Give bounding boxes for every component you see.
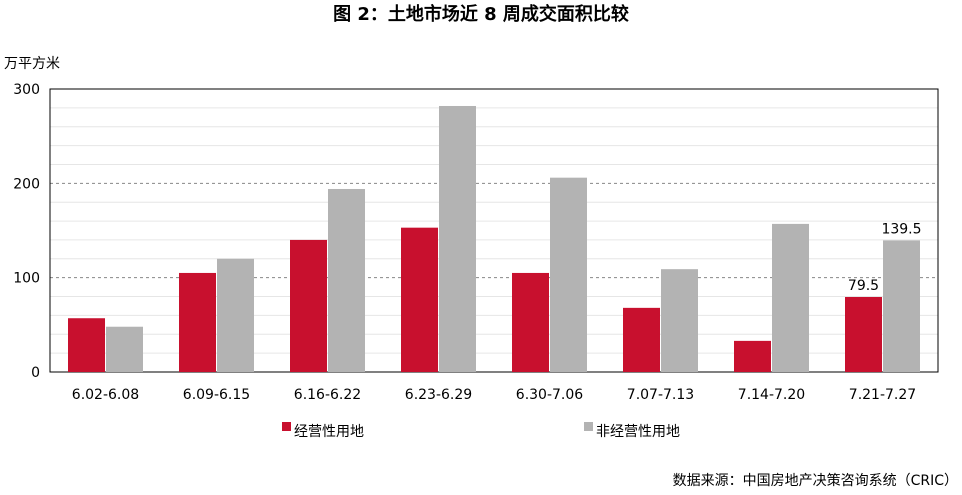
legend: 经营性用地 非经营性用地 [282,422,680,440]
y-tick-label: 300 [13,82,40,98]
bar-commercial [734,340,771,372]
x-tick-label: 6.16-6.22 [294,387,361,403]
bar-commercial [179,272,216,372]
bar-commercial [845,297,882,372]
y-tick-label: 100 [13,271,40,287]
plot-border [49,88,939,373]
x-tick-label: 7.21-7.27 [849,387,916,403]
x-tick-label: 6.30-7.06 [516,387,583,403]
x-tick-label: 6.09-6.15 [183,387,250,403]
x-tick-label: 6.02-6.08 [72,387,139,403]
legend-swatch [584,422,593,431]
chart-title: 图 2：土地市场近 8 周成交面积比较 [333,3,629,25]
x-tick-label: 7.07-7.13 [627,387,694,403]
bar-non-commercial [661,269,698,372]
bar-non-commercial [772,223,809,372]
source-note: 数据来源：中国房地产决策咨询系统（CRIC） [673,472,958,489]
x-tick-label: 7.14-7.20 [738,387,805,403]
plot-area: 0 100 200 300 6.02-6.08 6.09-6.15 6.16-6.22 6.2… [13,82,939,403]
legend-label: 经营性用地 [294,424,364,440]
x-tick-label: 6.23-6.29 [405,387,472,403]
data-label: 139.5 [881,221,921,237]
legend-label: 非经营性用地 [596,424,680,440]
bar-non-commercial [439,105,476,372]
y-axis-unit-label: 万平方米 [4,56,60,72]
y-tick-label: 0 [31,365,40,381]
bar-non-commercial [328,188,365,372]
bar-non-commercial [106,326,143,372]
bar-commercial [401,227,438,372]
data-label: 79.5 [848,278,879,294]
bar-commercial [512,272,549,372]
bar-non-commercial [550,177,587,372]
bar-non-commercial [217,258,254,372]
legend-swatch [282,422,291,431]
bar-commercial [623,307,660,372]
bar-non-commercial [883,240,920,372]
bar-commercial [290,239,327,372]
y-tick-label: 200 [13,176,40,192]
bar-commercial [68,318,105,372]
